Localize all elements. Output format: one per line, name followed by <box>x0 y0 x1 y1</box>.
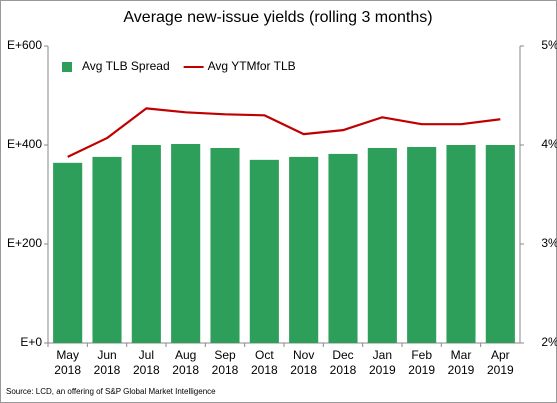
x-tick-label: Oct 2018 <box>250 348 278 377</box>
y-tick-label: E+400 <box>7 137 42 151</box>
bar <box>92 156 122 343</box>
x-tick-label: Nov 2018 <box>290 348 317 377</box>
y-tick-label: E+200 <box>7 236 42 250</box>
source-note: Source: LCD, an offering of S&P Global M… <box>6 387 216 396</box>
legend-label: Avg YTMfor TLB <box>208 59 296 73</box>
x-tick-label: Jul 2018 <box>132 348 160 377</box>
bar <box>171 144 201 343</box>
line <box>67 107 501 158</box>
bar <box>53 162 83 343</box>
x-tick-label: Jun 2018 <box>93 348 121 377</box>
bar <box>407 146 437 343</box>
y2-tick-label: 2% <box>541 335 557 349</box>
x-tick-label: Sep 2018 <box>211 348 239 377</box>
bar <box>210 147 240 343</box>
x-tick-label: May 2018 <box>54 348 81 377</box>
y-tick-label: E+0 <box>20 335 42 349</box>
x-tick-label: Aug 2018 <box>172 348 199 377</box>
y-tick-label: E+600 <box>7 38 42 52</box>
y2-tick-label: 4% <box>541 137 557 151</box>
bar <box>131 145 161 343</box>
bar <box>367 147 397 343</box>
x-tick-label: Mar 2019 <box>447 348 475 377</box>
bar <box>289 156 319 343</box>
legend-swatch <box>62 62 72 72</box>
x-tick-label: Dec 2018 <box>329 348 357 377</box>
x-tick-label: Jan 2019 <box>368 348 396 377</box>
x-tick-label: Feb 2019 <box>408 348 435 377</box>
legend-label: Avg TLB Spread <box>82 59 170 73</box>
y2-tick-label: 3% <box>541 236 557 250</box>
y2-tick-label: 5% <box>541 38 557 52</box>
bar <box>446 145 476 343</box>
bar <box>485 145 515 343</box>
x-tick-label: Apr 2019 <box>486 348 514 377</box>
chart-title: Average new-issue yields (rolling 3 mont… <box>123 9 432 26</box>
bar <box>328 153 358 343</box>
bar <box>249 159 279 343</box>
